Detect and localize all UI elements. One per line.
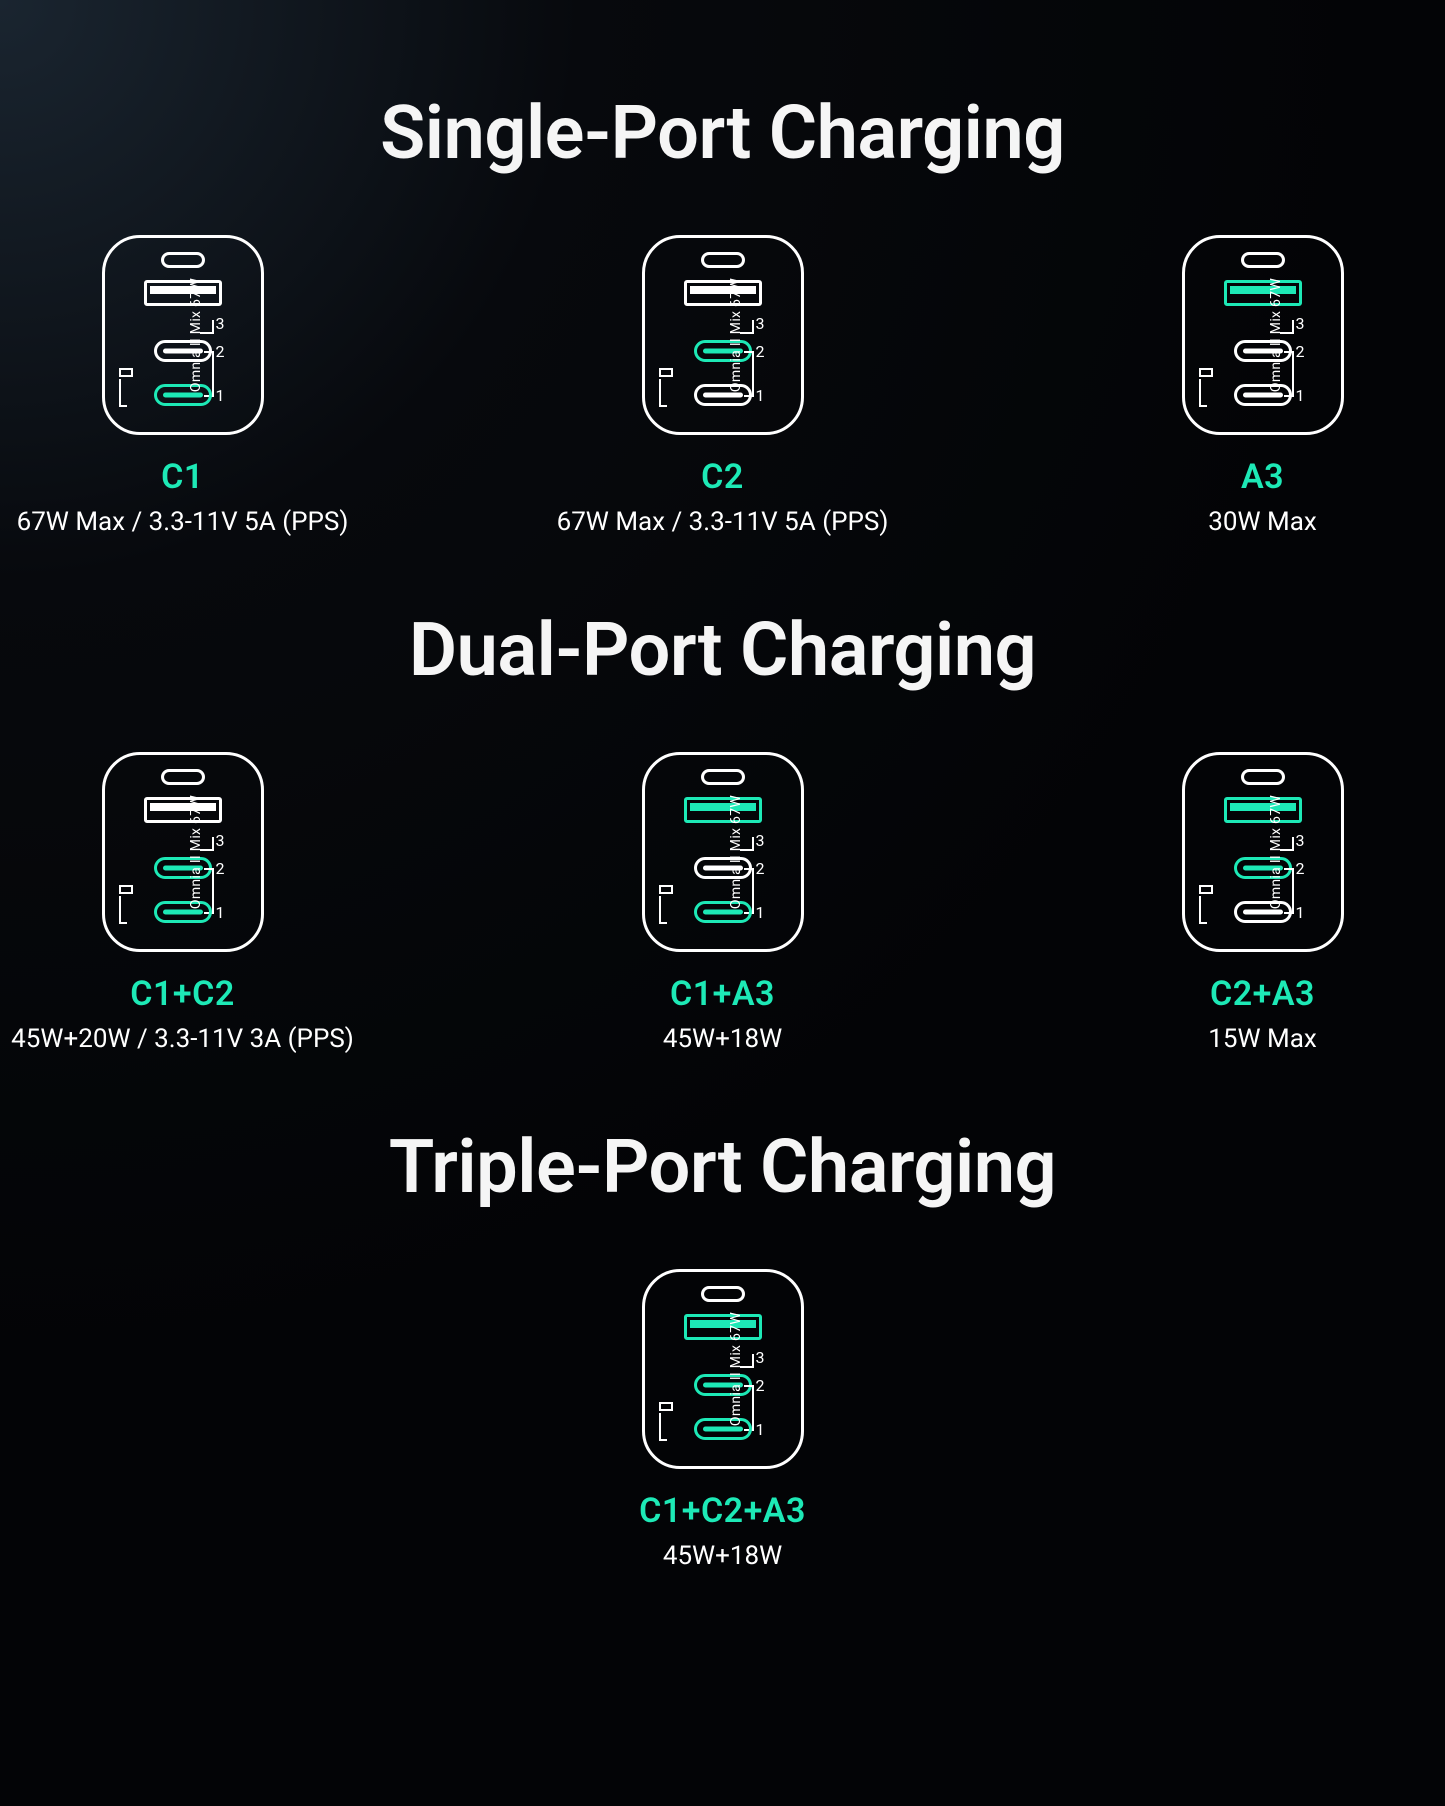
- connector-line-icon: [659, 379, 667, 407]
- charger-icon: 3 2 1 Omnia II Mix 67W: [1182, 752, 1344, 952]
- charger-brand-label: Omnia II Mix 67W: [188, 278, 204, 392]
- charger-cell: 3 2 1 Omnia II Mix 67W C1+C2 45W+20W / 3.3-11…: [13, 752, 353, 1054]
- port-combo-label: C2: [701, 457, 744, 497]
- charger-icon: 3 2 1 Omnia II Mix 67W: [102, 752, 264, 952]
- charger-cell: 3 2 1 Omnia II Mix 67W C2 67W Max / 3.3-11V 5…: [553, 235, 893, 537]
- top-usb-c-icon: [161, 769, 205, 785]
- charger-icon: 3 2 1 Omnia II Mix 67W: [1182, 235, 1344, 435]
- connector-line-icon: [1199, 379, 1207, 407]
- port-combo-label: C1+C2: [130, 974, 235, 1014]
- charger-brand-label: Omnia II Mix 67W: [1268, 278, 1284, 392]
- port-combo-label: C2+A3: [1210, 974, 1315, 1014]
- led-icon: [1199, 368, 1213, 377]
- port-combo-label: C1+A3: [670, 974, 775, 1014]
- usb-a-port-icon: [144, 280, 222, 306]
- port-combo-label: A3: [1241, 457, 1284, 497]
- port-number-3: 3: [756, 831, 765, 850]
- top-usb-c-icon: [1241, 252, 1285, 268]
- led-icon: [659, 1402, 673, 1411]
- charger-cell: 3 2 1 Omnia II Mix 67W C1+A3 45W+18W: [553, 752, 893, 1054]
- port-number-1: 1: [1296, 386, 1305, 405]
- section-title: Single-Port Charging: [380, 90, 1065, 177]
- top-usb-c-icon: [701, 1286, 745, 1302]
- charging-modes-infographic: Single-Port Charging 3 2 1 Omnia II Mix 67W C…: [0, 0, 1445, 1806]
- port-number-2: 2: [756, 859, 765, 878]
- usb-a-port-icon: [144, 797, 222, 823]
- charger-row: 3 2 1 Omnia II Mix 67W C1+C2+A3 45W+18W: [0, 1269, 1445, 1571]
- charger-brand-label: Omnia II Mix 67W: [728, 795, 744, 909]
- connector-line-icon: [119, 379, 127, 407]
- port-combo-label: C1+C2+A3: [639, 1491, 806, 1531]
- charger-icon: 3 2 1 Omnia II Mix 67W: [642, 235, 804, 435]
- port-number-2: 2: [756, 342, 765, 361]
- led-icon: [1199, 885, 1213, 894]
- charger-icon: 3 2 1 Omnia II Mix 67W: [102, 235, 264, 435]
- port-spec-label: 67W Max / 3.3-11V 5A (PPS): [557, 507, 889, 537]
- port-number-3: 3: [756, 1348, 765, 1367]
- charger-brand-label: Omnia II Mix 67W: [728, 1312, 744, 1426]
- charger-cell: 3 2 1 Omnia II Mix 67W C2+A3 15W Max: [1093, 752, 1433, 1054]
- port-spec-label: 45W+18W: [663, 1024, 782, 1054]
- usb-a-port-icon: [684, 1314, 762, 1340]
- port-number-1: 1: [216, 386, 225, 405]
- port-number-1: 1: [1296, 903, 1305, 922]
- port-combo-label: C1: [161, 457, 204, 497]
- usb-a-port-icon: [684, 797, 762, 823]
- port-number-2: 2: [216, 342, 225, 361]
- port-spec-label: 30W Max: [1208, 507, 1316, 537]
- charger-cell: 3 2 1 Omnia II Mix 67W C1 67W Max / 3.3-11V 5…: [13, 235, 353, 537]
- port-spec-label: 15W Max: [1208, 1024, 1316, 1054]
- port-spec-label: 45W+20W / 3.3-11V 3A (PPS): [11, 1024, 354, 1054]
- top-usb-c-icon: [701, 769, 745, 785]
- port-number-1: 1: [216, 903, 225, 922]
- section-title: Triple-Port Charging: [389, 1124, 1056, 1211]
- port-number-2: 2: [1296, 859, 1305, 878]
- led-icon: [119, 885, 133, 894]
- charger-cell: 3 2 1 Omnia II Mix 67W C1+C2+A3 45W+18W: [553, 1269, 893, 1571]
- port-number-1: 1: [756, 1420, 765, 1439]
- charger-icon: 3 2 1 Omnia II Mix 67W: [642, 1269, 804, 1469]
- port-number-3: 3: [216, 314, 225, 333]
- port-spec-label: 67W Max / 3.3-11V 5A (PPS): [17, 507, 349, 537]
- port-number-1: 1: [756, 903, 765, 922]
- port-number-2: 2: [216, 859, 225, 878]
- led-icon: [119, 368, 133, 377]
- charger-cell: 3 2 1 Omnia II Mix 67W A3 30W Max: [1093, 235, 1433, 537]
- port-number-3: 3: [1296, 314, 1305, 333]
- port-number-3: 3: [756, 314, 765, 333]
- port-number-3: 3: [1296, 831, 1305, 850]
- connector-line-icon: [659, 896, 667, 924]
- led-icon: [659, 368, 673, 377]
- charger-brand-label: Omnia II Mix 67W: [728, 278, 744, 392]
- section-title: Dual-Port Charging: [409, 607, 1036, 694]
- top-usb-c-icon: [1241, 769, 1285, 785]
- port-number-2: 2: [756, 1376, 765, 1395]
- top-usb-c-icon: [701, 252, 745, 268]
- charger-brand-label: Omnia II Mix 67W: [188, 795, 204, 909]
- charger-icon: 3 2 1 Omnia II Mix 67W: [642, 752, 804, 952]
- port-number-2: 2: [1296, 342, 1305, 361]
- usb-a-port-icon: [684, 280, 762, 306]
- port-number-3: 3: [216, 831, 225, 850]
- led-icon: [659, 885, 673, 894]
- port-number-1: 1: [756, 386, 765, 405]
- charger-brand-label: Omnia II Mix 67W: [1268, 795, 1284, 909]
- top-usb-c-icon: [161, 252, 205, 268]
- connector-line-icon: [1199, 896, 1207, 924]
- charger-row: 3 2 1 Omnia II Mix 67W C1+C2 45W+20W / 3.3-11…: [0, 752, 1445, 1054]
- connector-line-icon: [659, 1413, 667, 1441]
- usb-a-port-icon: [1224, 280, 1302, 306]
- usb-a-port-icon: [1224, 797, 1302, 823]
- charger-row: 3 2 1 Omnia II Mix 67W C1 67W Max / 3.3-11V 5…: [0, 235, 1445, 537]
- port-spec-label: 45W+18W: [663, 1541, 782, 1571]
- connector-line-icon: [119, 896, 127, 924]
